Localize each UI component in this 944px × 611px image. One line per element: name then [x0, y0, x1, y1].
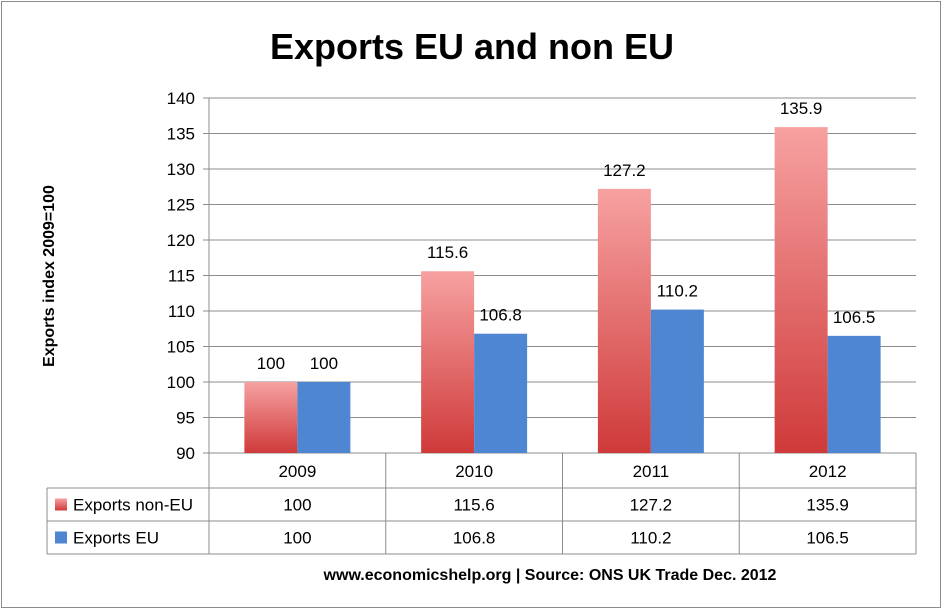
- legend-entry: Exports non-EU: [73, 496, 193, 515]
- table-cell: 115.6: [453, 496, 494, 515]
- bar-exports-non-eu-2012: [774, 127, 828, 454]
- bar-exports-eu-2012: [827, 335, 881, 453]
- table-cell: 135.9: [806, 496, 849, 515]
- table-cell: 127.2: [630, 496, 673, 515]
- bar-exports-non-eu-2011: [597, 188, 651, 453]
- bar-exports-eu-2011: [650, 309, 704, 453]
- bar-exports-eu-2009: [297, 382, 351, 453]
- x-category-label: 2010: [455, 462, 493, 481]
- y-tick-label: 135: [167, 125, 195, 144]
- y-tick-label: 140: [167, 89, 195, 108]
- table-cell: 100: [283, 496, 311, 515]
- y-tick-label: 115: [168, 267, 195, 286]
- data-label: 106.5: [833, 308, 876, 327]
- table-cell: 106.8: [453, 529, 496, 548]
- bar-exports-non-eu-2009: [244, 382, 298, 453]
- y-tick-label: 90: [176, 444, 195, 463]
- data-labels: 100 100 115.6 106.8 127.2 110.2 135.9 106.5: [257, 99, 876, 373]
- table-cell: 100: [283, 529, 311, 548]
- y-tick-label: 130: [167, 160, 195, 179]
- y-tick-label: 95: [176, 409, 195, 428]
- y-tick-label: 125: [167, 196, 195, 215]
- y-tick-label: 120: [167, 231, 195, 250]
- data-label: 135.9: [780, 99, 823, 118]
- x-category-label: 2009: [278, 462, 316, 481]
- bar-exports-eu-2010: [474, 333, 528, 453]
- legend-entry: Exports EU: [73, 529, 159, 548]
- data-label: 127.2: [603, 161, 646, 180]
- data-label: 115.6: [427, 243, 468, 262]
- data-label: 100: [257, 354, 285, 373]
- chart-title: Exports EU and non EU: [270, 26, 674, 67]
- data-label: 100: [310, 354, 338, 373]
- y-tick-label: 100: [167, 373, 195, 392]
- table-cell: 110.2: [630, 529, 671, 548]
- source-note: www.economicshelp.org | Source: ONS UK T…: [323, 567, 777, 584]
- data-label: 110.2: [657, 282, 698, 301]
- data-label: 106.8: [479, 306, 522, 325]
- bars: [244, 127, 881, 454]
- y-tick-label: 110: [168, 302, 195, 321]
- x-category-label: 2012: [809, 462, 847, 481]
- bar-exports-non-eu-2010: [421, 271, 475, 453]
- x-category-label: 2011: [633, 462, 670, 481]
- y-axis-ticks: 90 95 100 105 110 115 120 125 130 135 140: [167, 89, 195, 463]
- legend-swatch: [55, 498, 67, 511]
- legend-swatch: [55, 531, 67, 544]
- table-cell: 106.5: [806, 529, 849, 548]
- y-tick-label: 105: [167, 338, 195, 357]
- data-table: 2009 2010 2011 2012 Exports non-EU 100 115.6 12…: [46, 453, 917, 555]
- y-axis-label: Exports index 2009=100: [41, 185, 58, 367]
